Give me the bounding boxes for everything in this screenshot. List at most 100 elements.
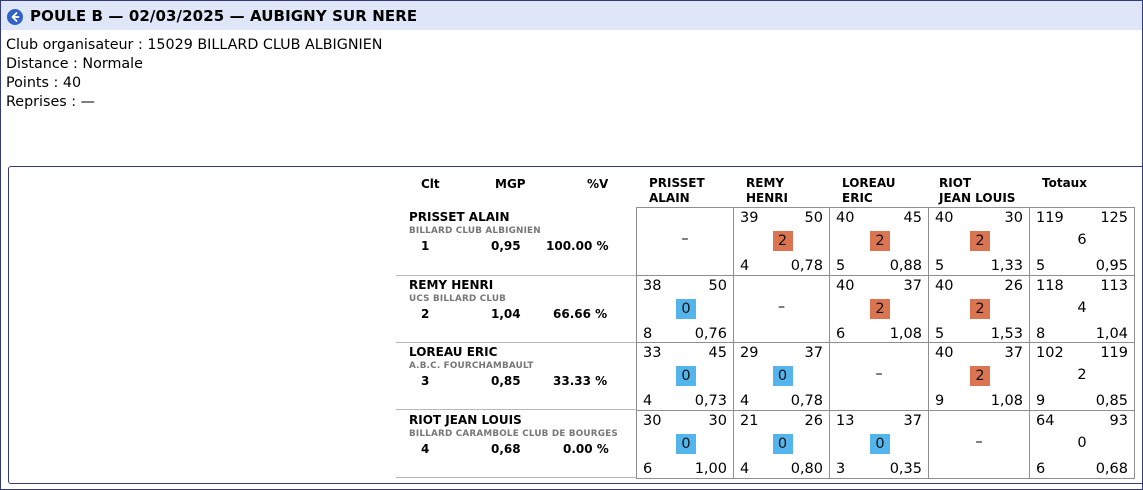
match-reprises: 4 <box>740 393 750 409</box>
match-moyenne: 0,73 <box>694 393 727 409</box>
header-mgp: MGP <box>495 177 526 191</box>
match-points-badge: 2 <box>970 231 990 251</box>
player-row: PRISSET ALAIN BILLARD CLUB ALBIGNIEN 1 0… <box>396 207 636 274</box>
match-reprises: 5 <box>935 258 945 274</box>
match-points-badge: 0 <box>676 366 696 386</box>
match-cell: 38 50 0 8 0,76 <box>636 275 734 344</box>
match-points-scored: 40 <box>935 210 954 226</box>
total-points-scored: 118 <box>1036 278 1064 294</box>
match-moyenne: 0,76 <box>694 326 727 342</box>
match-distance: 50 <box>804 210 823 226</box>
match-moyenne: 0,78 <box>790 258 823 274</box>
match-points-badge: 2 <box>772 231 793 251</box>
match-points-scored: 39 <box>740 210 759 226</box>
match-points-badge: 2 <box>870 231 890 251</box>
match-cell: 40 26 2 5 1,53 <box>928 275 1030 344</box>
match-cell: 39 50 2 4 0,78 <box>733 207 830 276</box>
match-reprises: 9 <box>935 393 945 409</box>
total-moyenne: 0,95 <box>1095 258 1128 274</box>
no-match-dash: – <box>681 231 689 247</box>
match-cell: 40 37 2 9 1,08 <box>928 342 1030 411</box>
match-points-scored: 13 <box>836 413 855 429</box>
header-opponent: LOREAU ERIC <box>842 176 896 206</box>
player-club: BILLARD CARAMBOLE CLUB DE BOURGES <box>409 429 618 439</box>
info-points: Points : 40 <box>6 75 82 91</box>
header-opponent-line2: JEAN LOUIS <box>939 191 1016 205</box>
player-mgp: 0,95 <box>491 239 521 253</box>
player-row: LOREAU ERIC A.B.C. FOURCHAMBAULT 3 0,85 … <box>396 342 636 409</box>
match-reprises: 4 <box>740 258 750 274</box>
total-distance: 93 <box>1109 413 1128 429</box>
player-club: A.B.C. FOURCHAMBAULT <box>409 361 534 371</box>
match-cell: 21 26 0 4 0,80 <box>733 410 830 479</box>
header-opponent-line2: ALAIN <box>649 191 690 205</box>
player-name: PRISSET ALAIN <box>409 210 510 224</box>
match-cell: 30 30 0 6 1,00 <box>636 410 734 479</box>
match-reprises: 4 <box>740 461 750 477</box>
self-match-cell: – <box>829 342 929 411</box>
match-points-scored: 33 <box>643 345 662 361</box>
player-clt: 2 <box>421 307 430 321</box>
total-match-points: 6 <box>1077 232 1087 248</box>
match-points-badge: 2 <box>870 299 890 319</box>
player-clt: 4 <box>421 442 430 456</box>
totals-cell: 102 119 2 9 0,85 <box>1029 342 1135 411</box>
no-match-dash: – <box>777 299 786 315</box>
player-row: REMY HENRI UCS BILLARD CLUB 2 1,04 66.66… <box>396 275 636 342</box>
player-pv: 33.33 % <box>553 374 608 388</box>
match-moyenne: 1,33 <box>990 258 1023 274</box>
match-points-badge: 0 <box>772 434 793 454</box>
match-cell: 29 37 0 4 0,78 <box>733 342 830 411</box>
totals-cell: 64 93 0 6 0,68 <box>1029 410 1135 479</box>
match-points-badge: 0 <box>772 366 793 386</box>
match-points-badge: 0 <box>870 434 890 454</box>
self-match-cell: – <box>928 410 1030 479</box>
total-distance: 125 <box>1100 210 1128 226</box>
total-match-points: 0 <box>1077 435 1087 451</box>
match-reprises: 5 <box>935 326 945 342</box>
header-opponent: REMY HENRI <box>746 176 788 206</box>
match-points-scored: 40 <box>836 278 855 294</box>
match-cell: 40 37 2 6 1,08 <box>829 275 929 344</box>
match-points-badge: 0 <box>676 299 696 319</box>
match-points-badge: 2 <box>970 366 990 386</box>
total-points-scored: 119 <box>1036 210 1064 226</box>
match-distance: 26 <box>804 413 823 429</box>
match-reprises: 8 <box>643 326 653 342</box>
back-arrow-icon[interactable] <box>7 9 23 25</box>
total-reprises: 6 <box>1036 461 1046 477</box>
match-distance: 50 <box>708 278 727 294</box>
total-distance: 119 <box>1100 345 1128 361</box>
total-distance: 113 <box>1100 278 1128 294</box>
match-distance: 45 <box>903 210 922 226</box>
row-divider <box>396 342 636 343</box>
player-club: UCS BILLARD CLUB <box>409 294 507 304</box>
match-moyenne: 0,80 <box>790 461 823 477</box>
player-clt: 3 <box>421 374 430 388</box>
header-clt: Clt <box>421 177 440 191</box>
match-points-scored: 30 <box>643 413 662 429</box>
match-distance: 30 <box>708 413 727 429</box>
match-points-scored: 40 <box>935 278 954 294</box>
header-pv: %V <box>587 177 609 191</box>
match-distance: 30 <box>1004 210 1023 226</box>
match-moyenne: 1,08 <box>889 326 922 342</box>
match-cell: 40 30 2 5 1,33 <box>928 207 1030 276</box>
player-row: RIOT JEAN LOUIS BILLARD CARAMBOLE CLUB D… <box>396 410 636 477</box>
self-match-cell: – <box>733 275 830 344</box>
match-cell: 13 37 0 3 0,35 <box>829 410 929 479</box>
match-reprises: 4 <box>643 393 653 409</box>
total-moyenne: 0,85 <box>1095 393 1128 409</box>
match-points-scored: 38 <box>643 278 662 294</box>
header-totaux: Totaux <box>1042 176 1087 190</box>
match-points-scored: 29 <box>740 345 759 361</box>
player-club: BILLARD CLUB ALBIGNIEN <box>409 226 541 236</box>
player-mgp: 0,85 <box>491 374 521 388</box>
player-mgp: 1,04 <box>491 307 521 321</box>
match-points-scored: 21 <box>740 413 759 429</box>
match-moyenne: 1,08 <box>990 393 1023 409</box>
header-opponent: RIOT JEAN LOUIS <box>939 176 1015 206</box>
match-distance: 37 <box>1004 345 1023 361</box>
player-mgp: 0,68 <box>491 442 521 456</box>
player-pv: 66.66 % <box>553 307 608 321</box>
